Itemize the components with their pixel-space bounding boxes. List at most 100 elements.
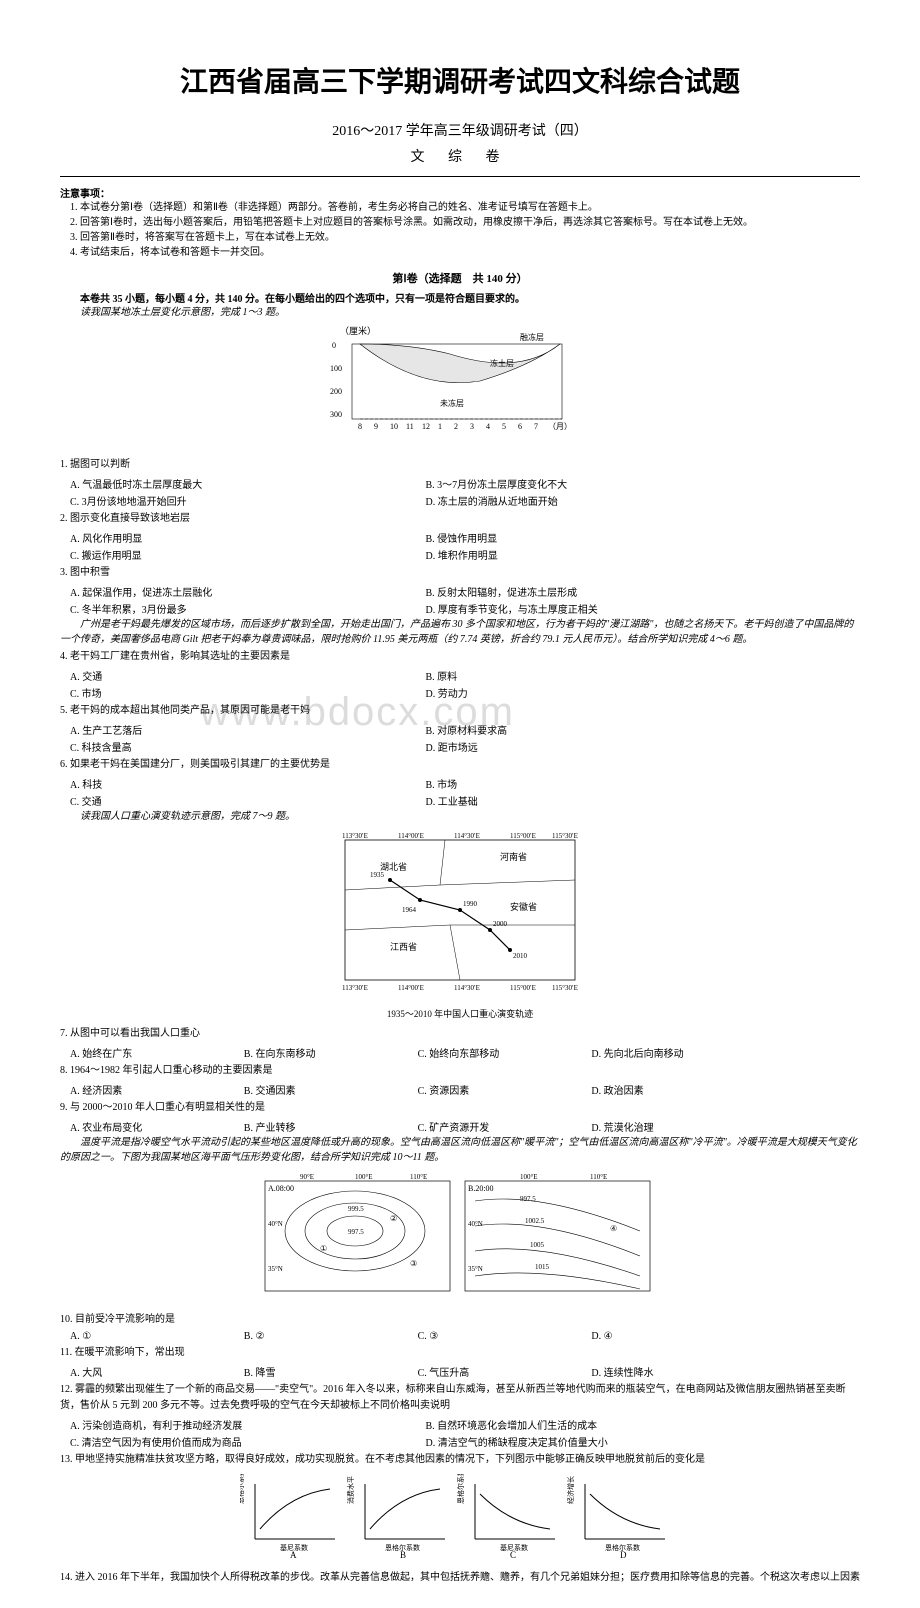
svg-text:未冻层: 未冻层	[440, 398, 464, 408]
svg-text:200: 200	[330, 387, 342, 396]
q1-opt-d: D. 冻土层的消融从近地面开始	[426, 492, 782, 509]
figure-2-caption: 1935～2010 年中国人口重心演变轨迹	[60, 1007, 860, 1020]
q6-opt-b: B. 市场	[426, 775, 782, 792]
svg-text:997.5: 997.5	[348, 1228, 364, 1236]
notice-title: 注意事项：	[60, 185, 860, 200]
q4-opt-c: C. 市场	[70, 684, 426, 701]
figure-4: 恩格尔系数 基尼系数 A 消费水平 恩格尔系数 B 恩格尔系数 基尼系数 C	[60, 1474, 860, 1564]
q12-opt-b: B. 自然环境恶化会增加人们生活的成本	[426, 1416, 782, 1433]
svg-text:①: ①	[320, 1244, 327, 1253]
svg-text:40°N: 40°N	[468, 1220, 483, 1228]
svg-text:消费水平: 消费水平	[346, 1476, 355, 1504]
q7-opt-b: B. 在向东南移动	[244, 1044, 418, 1061]
svg-text:恩格尔系数: 恩格尔系数	[240, 1474, 245, 1504]
svg-text:999.5: 999.5	[348, 1205, 364, 1213]
q10-opt-b: B. ②	[244, 1330, 418, 1343]
svg-text:115°30′E: 115°30′E	[552, 832, 578, 840]
q4-opt-d: D. 劳动力	[426, 684, 782, 701]
q2-opt-d: D. 堆积作用明显	[426, 546, 782, 563]
passage-4: 温度平流是指冷暖空气水平流动引起的某些地区温度降低或升高的现象。空气由高温区流向…	[60, 1135, 860, 1165]
q10-opt-a: A. ①	[70, 1330, 244, 1343]
svg-text:1015: 1015	[535, 1263, 550, 1271]
svg-text:10: 10	[390, 422, 398, 431]
svg-text:114°00′E: 114°00′E	[398, 984, 424, 992]
figure-1: （厘米） 0 100 200 300 融冻层 冻土层 未冻层 8 9 10 11…	[60, 326, 860, 451]
section-1-header: 第Ⅰ卷（选择题 共 140 分）	[60, 270, 860, 286]
svg-text:110°E: 110°E	[590, 1173, 607, 1181]
svg-text:113°30′E: 113°30′E	[342, 984, 368, 992]
q9-opt-c: C. 矿产资源开发	[418, 1118, 592, 1135]
svg-text:冻土层: 冻土层	[490, 358, 514, 368]
svg-text:40°N: 40°N	[268, 1220, 283, 1228]
q6-opt-c: C. 交通	[70, 792, 426, 809]
svg-text:35°N: 35°N	[268, 1265, 283, 1273]
svg-text:100°E: 100°E	[520, 1173, 538, 1181]
q13-stem: 13. 甲地坚持实施精准扶贫攻坚方略，取得良好成效，成功实现脱贫。在不考虑其他因…	[60, 1452, 860, 1468]
q7-opt-d: D. 先向北后向南移动	[591, 1044, 765, 1061]
svg-text:3: 3	[470, 422, 474, 431]
q9-opt-b: B. 产业转移	[244, 1118, 418, 1135]
notice-item-4: 4. 考试结束后，将本试卷和答题卡一并交回。	[60, 245, 860, 260]
q7-stem: 7. 从图中可以看出我国人口重心	[60, 1026, 860, 1042]
svg-text:1: 1	[438, 422, 442, 431]
q3-opt-b: B. 反射太阳辐射，促进冻土层形成	[426, 583, 782, 600]
svg-text:湖北省: 湖北省	[380, 861, 407, 872]
q9-stem: 9. 与 2000～2010 年人口重心有明显相关性的是	[60, 1100, 860, 1116]
svg-text:12: 12	[422, 422, 430, 431]
q11-stem: 11. 在暖平流影响下，常出现	[60, 1345, 860, 1361]
svg-text:③: ③	[410, 1259, 417, 1268]
svg-text:0: 0	[332, 341, 336, 350]
q8-opt-a: A. 经济因素	[70, 1081, 244, 1098]
svg-text:100: 100	[330, 364, 342, 373]
q12-opt-d: D. 清洁空气的稀缺程度决定其价值量大小	[426, 1433, 782, 1450]
q8-opt-d: D. 政治因素	[591, 1081, 765, 1098]
notice-item-3: 3. 回答第Ⅱ卷时，将答案写在答题卡上，写在本试卷上无效。	[60, 230, 860, 245]
q1-opt-a: A. 气温最低时冻土层厚度最大	[70, 475, 426, 492]
svg-text:②: ②	[390, 1214, 397, 1223]
q1-opt-c: C. 3月份该地地温开始回升	[70, 492, 426, 509]
svg-text:2000: 2000	[493, 920, 508, 928]
svg-text:110°E: 110°E	[410, 1173, 427, 1181]
svg-text:B.20:00: B.20:00	[468, 1184, 494, 1193]
svg-text:D: D	[620, 1550, 627, 1559]
q12-opt-c: C. 清洁空气因为有使用价值而成为商品	[70, 1433, 426, 1450]
q9-opt-a: A. 农业布局变化	[70, 1118, 244, 1135]
q3-opt-c: C. 冬半年积累，3月份最多	[70, 600, 426, 617]
svg-text:997.5: 997.5	[520, 1195, 536, 1203]
q2-opt-a: A. 风化作用明显	[70, 529, 426, 546]
svg-text:A.08:00: A.08:00	[268, 1184, 294, 1193]
q8-opt-b: B. 交通因素	[244, 1081, 418, 1098]
q5-opt-a: A. 生产工艺落后	[70, 721, 426, 738]
q12-opt-a: A. 污染创造商机，有利于推动经济发展	[70, 1416, 426, 1433]
q5-opt-d: D. 距市场远	[426, 738, 782, 755]
svg-text:江西省: 江西省	[390, 941, 417, 952]
figure-3: A.08:00 90°E 100°E 110°E 40°N 35°N 999.5…	[60, 1171, 860, 1306]
svg-text:安徽省: 安徽省	[510, 901, 537, 912]
svg-text:115°30′E: 115°30′E	[552, 984, 578, 992]
svg-text:7: 7	[534, 422, 538, 431]
svg-text:115°00′E: 115°00′E	[510, 984, 536, 992]
q5-stem: 5. 老干妈的成本超出其他同类产品，其原因可能是老干妈	[60, 703, 860, 719]
page: 江西省届高三下学期调研考试四文科综合试题 2016～2017 学年高三年级调研考…	[0, 0, 920, 1608]
svg-text:④: ④	[610, 1224, 617, 1233]
q5-opt-c: C. 科技含量高	[70, 738, 426, 755]
svg-text:300: 300	[330, 410, 342, 419]
svg-text:100°E: 100°E	[355, 1173, 373, 1181]
q7-opt-c: C. 始终向东部移动	[418, 1044, 592, 1061]
svg-text:2010: 2010	[513, 952, 528, 960]
svg-text:9: 9	[374, 422, 378, 431]
q14-stem: 14. 进入 2016 年下半年，我国加快个人所得税改革的步伐。改革从完善信息做…	[60, 1570, 860, 1586]
passage-3: 读我国人口重心演变轨迹示意图，完成 7～9 题。	[60, 809, 860, 824]
q3-opt-d: D. 厚度有季节变化，与冻土厚度正相关	[426, 600, 782, 617]
q1-stem: 1. 据图可以判断	[60, 457, 860, 473]
svg-text:C: C	[510, 1550, 516, 1559]
q6-opt-a: A. 科技	[70, 775, 426, 792]
q11-opt-d: D. 连续性降水	[591, 1363, 765, 1380]
paper-type: 文 综 卷	[60, 146, 860, 166]
q4-opt-b: B. 原料	[426, 667, 782, 684]
passage-1: 读我国某地冻土层变化示意图，完成 1～3 题。	[60, 305, 860, 320]
svg-text:A: A	[290, 1550, 297, 1559]
q6-stem: 6. 如果老干妈在美国建分厂，则美国吸引其建厂的主要优势是	[60, 757, 860, 773]
q2-opt-b: B. 侵蚀作用明显	[426, 529, 782, 546]
svg-text:90°E: 90°E	[300, 1173, 314, 1181]
